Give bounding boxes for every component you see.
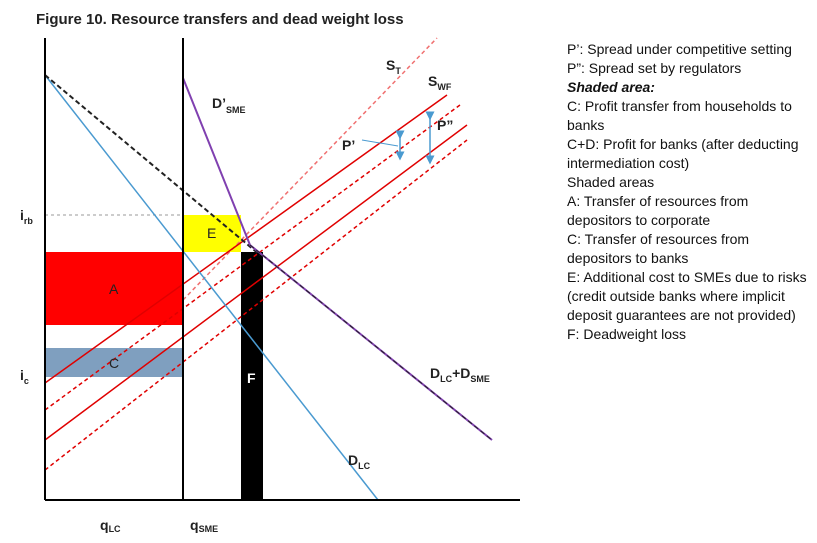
i-c-label: ic xyxy=(20,367,29,386)
area-f-label: F xyxy=(247,370,256,386)
s-t-label: ST xyxy=(386,57,401,76)
area-c xyxy=(45,348,183,377)
p-prime-pointer xyxy=(361,139,399,147)
title: Figure 10. Resource transfers and dead w… xyxy=(36,11,404,28)
note: C+D: Profit for banks (after deducting i… xyxy=(567,136,799,171)
d-sme-label: D’SME xyxy=(212,95,246,115)
area-c-label: C xyxy=(109,355,119,371)
p-double-label: P” xyxy=(437,117,453,133)
area-e xyxy=(183,215,241,252)
note: A: Transfer of resources from depositors… xyxy=(567,193,749,228)
i-rb-label: irb xyxy=(20,207,33,226)
q-sme-label: qSME xyxy=(190,517,218,534)
note: Shaded areas xyxy=(567,174,655,190)
note: P”: Spread set by regulators xyxy=(567,60,742,76)
area-e-label: E xyxy=(207,225,216,241)
p-prime-label: P’ xyxy=(342,137,355,153)
note: F: Deadweight loss xyxy=(567,326,687,342)
note: C: Transfer of resources from depositors… xyxy=(567,231,750,266)
area-f xyxy=(241,252,263,500)
s-t-line xyxy=(182,37,438,301)
note: E: Additional cost to SMEs due to risks … xyxy=(567,269,807,323)
d-total-label: DLC+DSME xyxy=(430,365,490,384)
note: Shaded area: xyxy=(567,79,655,95)
notes: P’: Spread under competitive setting P”: … xyxy=(567,40,815,344)
q-lc-label: qLC xyxy=(100,517,121,534)
supply-line xyxy=(44,104,461,411)
d-total-line xyxy=(249,244,493,441)
area-a xyxy=(45,252,183,325)
s-wf-label: SWF xyxy=(428,73,452,92)
area-a-label: A xyxy=(109,281,119,297)
d-total-line xyxy=(44,74,261,256)
d-lc-label: DLC xyxy=(348,452,371,471)
supply-line xyxy=(44,124,468,441)
d-lc-line xyxy=(44,74,379,501)
note: C: Profit transfer from households to ba… xyxy=(567,98,792,133)
supply-line xyxy=(44,139,468,471)
note: P’: Spread under competitive setting xyxy=(567,41,792,57)
